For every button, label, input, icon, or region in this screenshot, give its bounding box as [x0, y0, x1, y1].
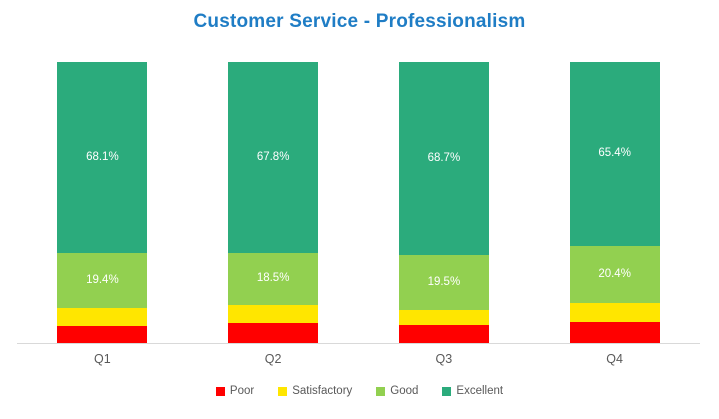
- data-label-good-q2: 18.5%: [256, 271, 290, 284]
- bar-column-q4: 65.4% 20.4%: [529, 62, 700, 343]
- legend-item-good: Good: [376, 385, 418, 397]
- x-axis-label-q3: Q3: [435, 352, 453, 366]
- x-axis: Q1 Q2 Q3 Q4: [17, 352, 700, 366]
- legend-swatch-excellent: [442, 386, 452, 396]
- segment-poor-q3: [398, 325, 489, 343]
- x-axis-label-q4: Q4: [606, 352, 623, 366]
- segment-poor-q2: [228, 322, 319, 343]
- plot-area: 68.1% 19.4% 67.8% 18.5% 68.7% 19.5% 65.4% 20.4%: [17, 62, 700, 343]
- data-label-good-q1: 19.4%: [86, 273, 119, 286]
- x-axis-label-q1: Q1: [94, 352, 111, 366]
- segment-good-q3: 19.5%: [398, 255, 489, 310]
- bar-column-q3: 68.7% 19.5%: [359, 62, 530, 343]
- legend-swatch-satisfactory: [278, 386, 288, 396]
- legend-item-satisfactory: Satisfactory: [278, 385, 352, 397]
- data-label-excellent-q3: 68.7%: [427, 151, 461, 164]
- legend: Poor Satisfactory Good Excellent: [0, 385, 719, 397]
- legend-label-poor: Poor: [229, 385, 255, 397]
- legend-label-satisfactory: Satisfactory: [292, 385, 353, 397]
- legend-label-excellent: Excellent: [456, 385, 504, 397]
- bar-column-q2: 67.8% 18.5%: [188, 62, 359, 343]
- legend-item-excellent: Excellent: [442, 385, 503, 397]
- legend-item-poor: Poor: [215, 385, 255, 397]
- segment-excellent-q3: 68.7%: [398, 62, 489, 256]
- segment-good-q4: 20.4%: [569, 245, 660, 304]
- segment-satisfactory-q4: [569, 303, 660, 322]
- bars-container: 68.1% 19.4% 67.8% 18.5% 68.7% 19.5% 65.4% 20.4%: [17, 62, 700, 343]
- segment-good-q1: 19.4%: [57, 253, 148, 308]
- data-label-good-q4: 20.4%: [598, 267, 631, 280]
- data-label-good-q3: 19.5%: [427, 275, 461, 288]
- segment-satisfactory-q1: [57, 307, 148, 326]
- segment-satisfactory-q3: [398, 309, 489, 325]
- chart-title: Customer Service - Professionalism: [193, 11, 526, 32]
- stacked-bar-q1: 68.1% 19.4%: [57, 62, 148, 343]
- legend-label-good: Good: [390, 385, 419, 397]
- stacked-bar-q3: 68.7% 19.5%: [398, 62, 489, 343]
- data-label-excellent-q4: 65.4%: [598, 147, 631, 160]
- legend-swatch-good: [376, 386, 386, 396]
- segment-excellent-q4: 65.4%: [569, 62, 660, 246]
- segment-poor-q4: [569, 321, 660, 343]
- segment-excellent-q2: 67.8%: [228, 62, 319, 253]
- segment-good-q2: 18.5%: [228, 252, 319, 305]
- data-label-excellent-q1: 68.1%: [86, 150, 119, 163]
- data-label-excellent-q2: 67.8%: [256, 150, 290, 163]
- x-axis-line: [17, 343, 700, 344]
- legend-swatch-poor: [215, 386, 225, 396]
- bar-column-q1: 68.1% 19.4%: [17, 62, 188, 343]
- stacked-bar-q2: 67.8% 18.5%: [228, 62, 319, 343]
- segment-poor-q1: [57, 325, 148, 343]
- segment-excellent-q1: 68.1%: [57, 62, 148, 254]
- x-axis-label-q2: Q2: [264, 352, 282, 366]
- stacked-bar-q4: 65.4% 20.4%: [569, 62, 660, 343]
- segment-satisfactory-q2: [228, 304, 319, 323]
